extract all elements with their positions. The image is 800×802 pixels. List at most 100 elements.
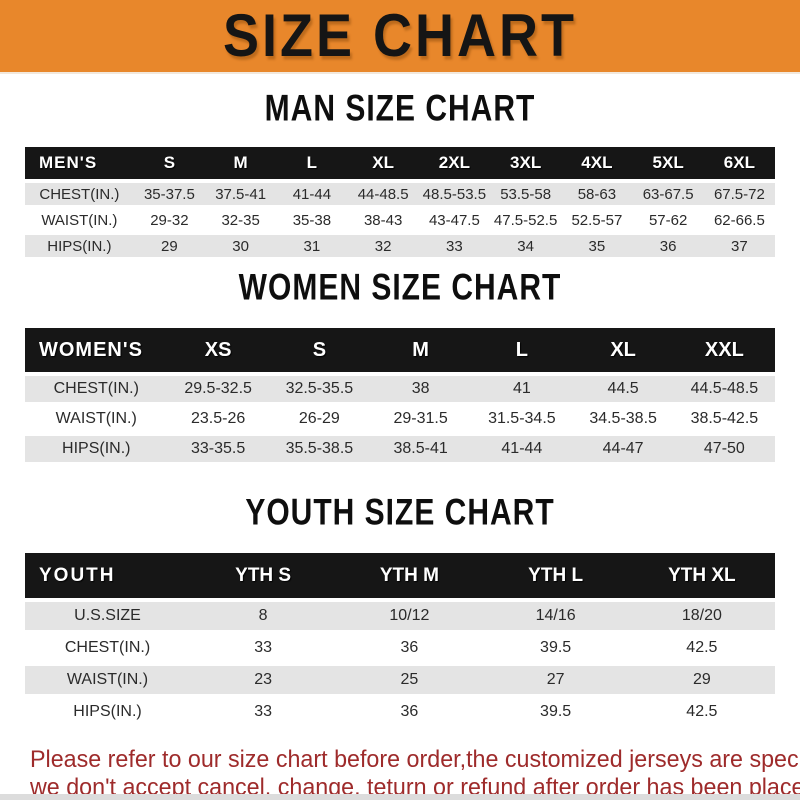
value-cell: 43-47.5 — [418, 209, 490, 231]
value-cell: 44-48.5 — [347, 183, 419, 205]
size-chart-banner: SIZE CHART — [0, 0, 800, 74]
value-cell: 44.5 — [572, 376, 674, 402]
women-size-chart-heading: WOMEN SIZE CHART — [0, 267, 800, 310]
value-cell: 38-43 — [347, 209, 419, 231]
value-cell: 44-47 — [572, 436, 674, 462]
footer-line-1: Please refer to our size chart before or… — [30, 746, 800, 773]
bottom-edge-strip — [0, 794, 800, 800]
men-size-table: MEN'S S M L XL 2XL 3XL 4XL 5XL 6XL CHEST(IN.) 35-37… — [25, 143, 775, 261]
value-cell: 57-62 — [632, 209, 704, 231]
size-column-header: XXL — [673, 328, 775, 372]
value-cell: 41-44 — [471, 436, 573, 462]
value-cell: 37 — [703, 235, 775, 257]
table-row: HIPS(IN.) 29 30 31 32 33 34 35 36 37 — [25, 235, 775, 257]
women-size-table: WOMEN'S XS S M L XL XXL CHEST(IN.) 29.5-32.5 32.5… — [25, 324, 775, 466]
value-cell: 8 — [190, 602, 337, 630]
value-cell: 35-38 — [276, 209, 348, 231]
row-label-cell: WAIST(IN.) — [25, 209, 134, 231]
size-column-header: YTH S — [190, 553, 337, 598]
table-row: U.S.SIZE 8 10/12 14/16 18/20 — [25, 602, 775, 630]
value-cell: 67.5-72 — [703, 183, 775, 205]
table-row: HIPS(IN.) 33 36 39.5 42.5 — [25, 698, 775, 726]
value-cell: 37.5-41 — [205, 183, 277, 205]
value-cell: 35.5-38.5 — [268, 436, 370, 462]
value-cell: 35-37.5 — [133, 183, 205, 205]
size-column-header: M — [205, 147, 277, 179]
value-cell: 29-31.5 — [370, 406, 472, 432]
row-label-cell: HIPS(IN.) — [25, 698, 190, 726]
youth-size-table: YOUTH YTH S YTH M YTH L YTH XL U.S.SIZE 8 10/12… — [25, 549, 775, 730]
value-cell: 35 — [561, 235, 633, 257]
value-cell: 31 — [276, 235, 348, 257]
table-row: WAIST(IN.) 29-32 32-35 35-38 38-43 43-47.5 47.… — [25, 209, 775, 231]
group-label-cell: YOUTH — [25, 553, 190, 598]
value-cell: 36 — [336, 698, 483, 726]
size-column-header: 6XL — [703, 147, 775, 179]
value-cell: 42.5 — [628, 634, 775, 662]
value-cell: 33 — [190, 634, 337, 662]
value-cell: 26-29 — [268, 406, 370, 432]
row-label-cell: CHEST(IN.) — [25, 183, 134, 205]
value-cell: 34 — [490, 235, 562, 257]
size-column-header: 3XL — [490, 147, 562, 179]
size-column-header: M — [370, 328, 472, 372]
value-cell: 23.5-26 — [167, 406, 269, 432]
value-cell: 62-66.5 — [703, 209, 775, 231]
value-cell: 42.5 — [628, 698, 775, 726]
size-column-header: XS — [167, 328, 269, 372]
value-cell: 58-63 — [561, 183, 633, 205]
table-row: CHEST(IN.) 29.5-32.5 32.5-35.5 38 41 44.5 44.5… — [25, 376, 775, 402]
value-cell: 44.5-48.5 — [673, 376, 775, 402]
value-cell: 32.5-35.5 — [268, 376, 370, 402]
value-cell: 39.5 — [482, 698, 629, 726]
value-cell: 34.5-38.5 — [572, 406, 674, 432]
size-column-header: XL — [347, 147, 419, 179]
table-row: WAIST(IN.) 23 25 27 29 — [25, 666, 775, 694]
size-column-header: S — [133, 147, 205, 179]
value-cell: 53.5-58 — [490, 183, 562, 205]
size-column-header: YTH XL — [628, 553, 775, 598]
row-label-cell: WAIST(IN.) — [25, 406, 168, 432]
group-label-cell: WOMEN'S — [25, 328, 168, 372]
value-cell: 41-44 — [276, 183, 348, 205]
value-cell: 39.5 — [482, 634, 629, 662]
value-cell: 31.5-34.5 — [471, 406, 573, 432]
value-cell: 30 — [205, 235, 277, 257]
table-row: HIPS(IN.) 33-35.5 35.5-38.5 38.5-41 41-44 44-… — [25, 436, 775, 462]
size-column-header: 4XL — [561, 147, 633, 179]
value-cell: 25 — [336, 666, 483, 694]
table-header-row: MEN'S S M L XL 2XL 3XL 4XL 5XL 6XL — [25, 147, 775, 179]
value-cell: 29-32 — [133, 209, 205, 231]
size-column-header: YTH M — [336, 553, 483, 598]
table-header-row: WOMEN'S XS S M L XL XXL — [25, 328, 775, 372]
value-cell: 33 — [190, 698, 337, 726]
table-row: WAIST(IN.) 23.5-26 26-29 29-31.5 31.5-34.5 34… — [25, 406, 775, 432]
row-label-cell: CHEST(IN.) — [25, 376, 168, 402]
size-column-header: XL — [572, 328, 674, 372]
value-cell: 47.5-52.5 — [490, 209, 562, 231]
size-column-header: 2XL — [418, 147, 490, 179]
table-row: CHEST(IN.) 33 36 39.5 42.5 — [25, 634, 775, 662]
value-cell: 38.5-42.5 — [673, 406, 775, 432]
value-cell: 23 — [190, 666, 337, 694]
heading-text: YOUTH SIZE CHART — [245, 491, 555, 533]
table-header-row: YOUTH YTH S YTH M YTH L YTH XL — [25, 553, 775, 598]
value-cell: 48.5-53.5 — [418, 183, 490, 205]
value-cell: 32 — [347, 235, 419, 257]
banner-title: SIZE CHART — [223, 2, 577, 70]
row-label-cell: U.S.SIZE — [25, 602, 190, 630]
value-cell: 38 — [370, 376, 472, 402]
value-cell: 33 — [418, 235, 490, 257]
value-cell: 29 — [628, 666, 775, 694]
value-cell: 14/16 — [482, 602, 629, 630]
value-cell: 36 — [632, 235, 704, 257]
value-cell: 47-50 — [673, 436, 775, 462]
value-cell: 36 — [336, 634, 483, 662]
value-cell: 52.5-57 — [561, 209, 633, 231]
size-column-header: S — [268, 328, 370, 372]
row-label-cell: HIPS(IN.) — [25, 235, 134, 257]
footer-note: Please refer to our size chart before or… — [30, 746, 800, 802]
value-cell: 27 — [482, 666, 629, 694]
value-cell: 10/12 — [336, 602, 483, 630]
value-cell: 41 — [471, 376, 573, 402]
